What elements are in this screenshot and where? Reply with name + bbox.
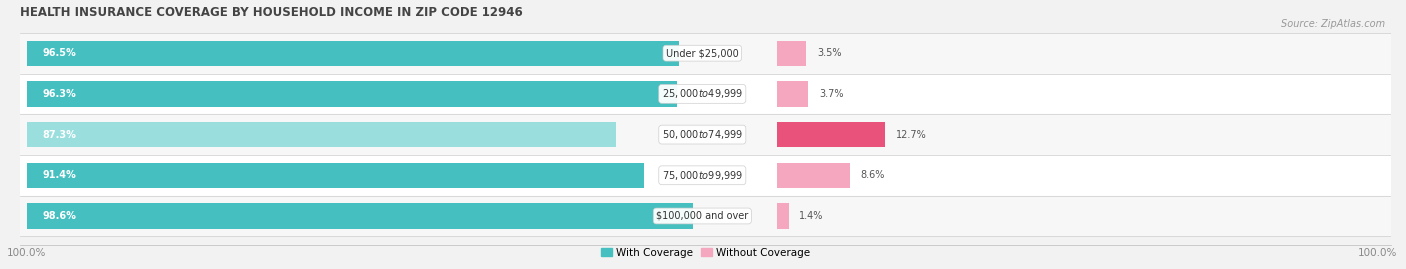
Bar [776,203,789,229]
Bar [776,41,807,66]
Bar [13,155,1392,196]
Bar [27,203,693,229]
Text: 8.6%: 8.6% [860,170,884,180]
Text: 98.6%: 98.6% [42,211,77,221]
Bar [27,81,678,107]
Bar [27,122,616,147]
Bar [776,122,884,147]
Text: 3.7%: 3.7% [818,89,844,99]
Text: 91.4%: 91.4% [42,170,76,180]
Text: 87.3%: 87.3% [42,130,77,140]
Text: Under $25,000: Under $25,000 [666,48,738,58]
Text: 12.7%: 12.7% [896,130,927,140]
Text: $50,000 to $74,999: $50,000 to $74,999 [662,128,742,141]
Text: HEALTH INSURANCE COVERAGE BY HOUSEHOLD INCOME IN ZIP CODE 12946: HEALTH INSURANCE COVERAGE BY HOUSEHOLD I… [20,6,523,19]
Text: 1.4%: 1.4% [800,211,824,221]
Bar [776,81,808,107]
Text: 3.5%: 3.5% [817,48,842,58]
Legend: With Coverage, Without Coverage: With Coverage, Without Coverage [602,248,810,258]
Bar [27,41,679,66]
Text: Source: ZipAtlas.com: Source: ZipAtlas.com [1281,19,1385,29]
Bar [13,33,1392,73]
Text: 96.3%: 96.3% [42,89,76,99]
Text: $25,000 to $49,999: $25,000 to $49,999 [662,87,742,100]
Text: $100,000 and over: $100,000 and over [657,211,748,221]
Bar [776,163,849,188]
Text: $75,000 to $99,999: $75,000 to $99,999 [662,169,742,182]
Bar [27,163,644,188]
Text: 96.5%: 96.5% [42,48,76,58]
Bar [13,73,1392,114]
Bar [13,114,1392,155]
Bar [13,196,1392,236]
